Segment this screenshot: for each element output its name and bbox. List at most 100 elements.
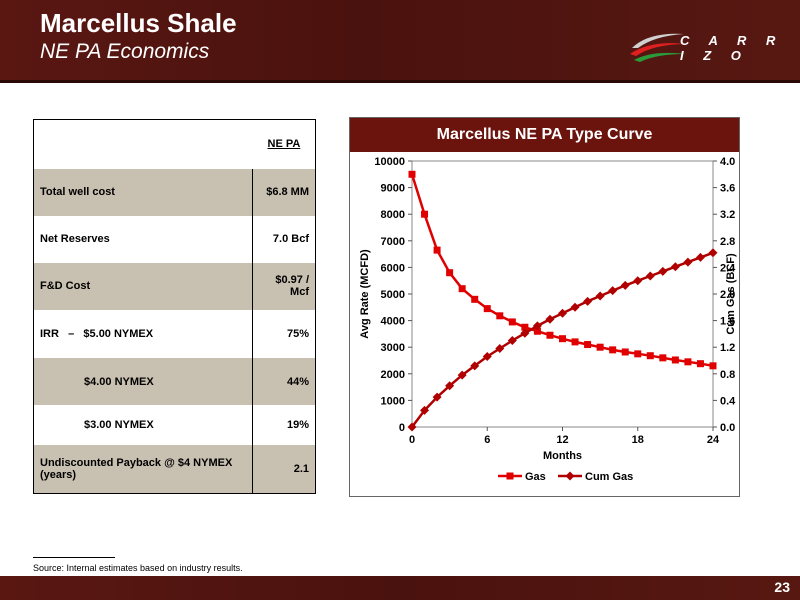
row-value: 44% [252, 358, 316, 406]
row-value: $0.97 / Mcf [252, 262, 316, 310]
table-row: IRR – $5.00 NYMEX 75% [34, 310, 316, 359]
gas-point [458, 285, 466, 293]
row-label: Net Reserves [40, 233, 110, 246]
page-number: 23 [774, 579, 790, 595]
gas-point [709, 362, 717, 370]
y2-tick-label: 2.0 [720, 289, 735, 301]
cum-gas-point [457, 370, 467, 380]
cum-gas-point [658, 266, 668, 276]
y-tick-label: 5000 [381, 289, 405, 301]
y2-tick-label: 0.4 [720, 395, 736, 407]
cum-gas-point [432, 392, 442, 402]
logo-text: C A R R I Z O [680, 33, 784, 63]
row-value: 2.1 [252, 445, 316, 494]
gas-point [508, 318, 516, 326]
plot-area [411, 160, 714, 428]
y-tick-label: 6000 [381, 262, 405, 274]
column-header: NE PA [267, 138, 301, 151]
y-tick-label: 3000 [381, 342, 405, 354]
cum-gas-point [583, 296, 593, 306]
slide-header: Marcellus Shale NE PA Economics C A R R … [0, 0, 800, 80]
y-tick-label: 2000 [381, 369, 405, 381]
y-tick-label: 10000 [374, 156, 405, 168]
gas-point [634, 350, 642, 358]
economics-table: NE PA Total well cost $6.8 MM Net Reserv… [33, 119, 316, 494]
row-value: 75% [252, 310, 316, 359]
y-tick-label: 0 [399, 422, 405, 434]
y-tick-label: 8000 [381, 209, 405, 221]
row-label: $4.00 NYMEX [33, 358, 253, 406]
cum-gas-point [470, 361, 480, 371]
legend-label: Cum Gas [585, 471, 633, 483]
table-row: $3.00 NYMEX 19% [34, 405, 316, 446]
legend-label: Gas [525, 471, 546, 483]
table-row: Net Reserves 7.0 Bcf [34, 215, 316, 263]
gas-point [671, 356, 679, 364]
y2-tick-label: 1.6 [720, 316, 735, 328]
footnote-divider [33, 557, 115, 558]
y2-tick-label: 3.2 [720, 209, 735, 221]
cum-gas-point [708, 248, 718, 258]
slide-subtitle: NE PA Economics [40, 40, 210, 63]
chart-title-bar: Marcellus NE PA Type Curve [350, 118, 739, 152]
header-divider [0, 80, 800, 83]
y2-tick-label: 4.0 [720, 156, 735, 168]
table-row: $4.00 NYMEX 44% [33, 358, 316, 406]
chart-title: Marcellus NE PA Type Curve [436, 126, 653, 143]
cum-gas-point [507, 336, 517, 346]
y2-tick-label: 2.8 [720, 236, 735, 248]
gas-point [521, 323, 529, 331]
x-tick-label: 0 [409, 434, 415, 446]
gas-point [571, 338, 579, 346]
gas-point [408, 170, 416, 178]
cum-gas-point [545, 314, 555, 324]
gas-point [684, 358, 692, 366]
x-tick-label: 6 [484, 434, 490, 446]
cum-gas-point [558, 308, 567, 318]
gas-point [609, 346, 617, 354]
gas-point [696, 360, 704, 368]
cum-gas-point [520, 328, 530, 338]
table-row: Total well cost $6.8 MM [33, 168, 316, 216]
gas-point [483, 305, 491, 313]
y2-tick-label: 0.8 [720, 369, 735, 381]
y-axis-label: Avg Rate (MCFD) [359, 249, 371, 339]
legend-marker-gas [506, 472, 514, 480]
cum-gas-point [532, 321, 542, 331]
row-label: Total well cost [33, 168, 253, 216]
cum-gas-point [420, 405, 430, 415]
table-row: F&D Cost $0.97 / Mcf [33, 262, 316, 310]
table-header-row: NE PA [34, 120, 316, 169]
gas-point [584, 341, 592, 349]
y2-tick-label: 3.6 [720, 183, 735, 195]
chart-plot: 0 1000 2000 3000 4000 5000 6000 7000 8000 9000 100… [359, 156, 737, 483]
logo-swoosh-icon [630, 33, 686, 62]
legend-marker-cum-gas [565, 471, 575, 481]
cum-gas-point [620, 280, 630, 290]
y-tick-label: 4000 [381, 316, 405, 328]
row-value: 7.0 Bcf [252, 215, 316, 263]
type-curve-chart: Marcellus NE PA Type Curve 0 1000 2000 3000… [349, 117, 740, 497]
slide-title: Marcellus Shale [40, 8, 237, 38]
table-corner-cell [34, 120, 253, 169]
x-axis-label: Months [543, 450, 582, 462]
y2-tick-label: 2.4 [720, 262, 736, 274]
cum-gas-point [670, 262, 680, 272]
gas-point [496, 312, 504, 320]
gas-point [646, 352, 654, 360]
cum-gas-point [645, 271, 655, 281]
cum-gas-point [445, 381, 455, 391]
table-row: Undiscounted Payback @ $4 NYMEX (years) … [33, 445, 316, 494]
row-label: F&D Cost [33, 262, 253, 310]
y2-axis-label: Cum Gas (BCF) [725, 253, 737, 335]
y2-tick-label: 1.2 [720, 342, 735, 354]
x-tick-label: 24 [707, 434, 720, 446]
cum-gas-point [495, 344, 505, 354]
y2-tick-label: 0.0 [720, 422, 735, 434]
gas-point [446, 269, 454, 277]
x-tick-label: 12 [556, 434, 568, 446]
gas-point [533, 327, 541, 335]
gas-point [471, 295, 479, 303]
row-value: 19% [252, 405, 316, 446]
cum-gas-point [570, 302, 580, 312]
